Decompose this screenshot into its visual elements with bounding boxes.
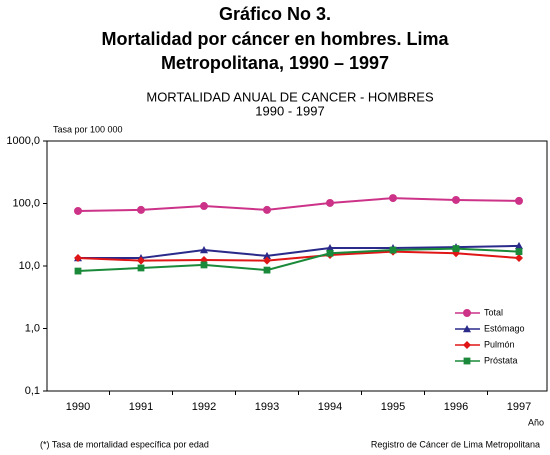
marker (515, 254, 523, 263)
chart-title: Mortalidad por cáncer en hombres. Lima (101, 29, 449, 49)
marker (463, 309, 471, 317)
y-tick-label: 10,0 (19, 260, 40, 272)
marker (326, 249, 334, 257)
marker (137, 256, 145, 265)
y-tick-label: 100,0 (12, 197, 40, 209)
legend-label: Próstata (484, 355, 518, 365)
x-tick-label: 1991 (129, 401, 153, 413)
marker (200, 246, 208, 254)
marker (263, 251, 271, 260)
x-tick-label: 1995 (381, 401, 405, 413)
marker (200, 261, 208, 269)
x-tick-label: 1997 (507, 401, 531, 413)
y-axis-label: Tasa por 100 000 (53, 124, 123, 134)
marker (463, 341, 471, 349)
marker (137, 264, 145, 272)
marker (389, 194, 397, 203)
x-tick-label: 1996 (444, 401, 468, 413)
marker (263, 205, 271, 214)
x-tick-label: 1992 (192, 401, 216, 413)
marker (263, 266, 271, 274)
marker (515, 241, 523, 250)
series-line (78, 244, 520, 260)
marker (452, 245, 460, 252)
chart-title: Metropolitana, 1990 – 1997 (161, 53, 389, 73)
x-tick-label: 1994 (318, 401, 342, 413)
marker (326, 198, 334, 207)
series-line (77, 197, 520, 212)
marker (389, 246, 397, 254)
marker (515, 248, 523, 255)
marker (452, 195, 460, 204)
legend-label: Total (484, 307, 503, 317)
series-line (77, 247, 520, 273)
marker (137, 205, 145, 214)
marker (74, 267, 82, 275)
marker (515, 196, 523, 205)
marker (263, 256, 271, 265)
marker (74, 254, 82, 263)
marker (74, 206, 82, 215)
x-axis-label: Año (528, 417, 544, 427)
chart-subtitle: 1990 - 1997 (255, 103, 324, 118)
marker (463, 325, 471, 333)
legend-label: Pulmón (484, 339, 515, 349)
y-tick-label: 1000,0 (6, 135, 40, 147)
chart-subtitle: MORTALIDAD ANUAL DE CANCER - HOMBRES (146, 89, 434, 104)
series-line (77, 250, 520, 262)
y-tick-label: 0,1 (25, 385, 40, 397)
plot-frame (46, 140, 548, 392)
y-tick-label: 1,0 (25, 322, 40, 334)
marker (200, 202, 208, 211)
footnote: (*) Tasa de mortalidad específica por ed… (40, 439, 209, 449)
footnote: Registro de Cáncer de Lima Metropolitana (371, 439, 540, 449)
chart-title: Gráfico No 3. (219, 4, 331, 24)
x-tick-label: 1993 (255, 401, 279, 413)
legend-label: Estómago (484, 323, 525, 333)
x-tick-label: 1990 (66, 401, 90, 413)
marker (326, 244, 334, 252)
marker (463, 357, 471, 365)
